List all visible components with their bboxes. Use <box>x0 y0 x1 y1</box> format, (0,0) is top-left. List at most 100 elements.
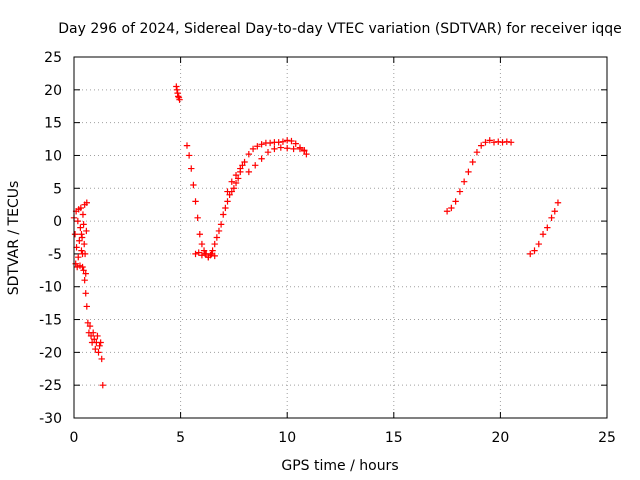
data-point <box>192 198 199 205</box>
y-tick-label: 15 <box>44 116 62 132</box>
data-point <box>215 227 223 235</box>
data-point <box>183 142 191 149</box>
data-point <box>284 145 291 152</box>
data-point <box>74 217 82 225</box>
data-point <box>98 355 105 363</box>
data-point <box>237 165 244 172</box>
data-point <box>209 247 216 254</box>
data-point <box>254 143 261 150</box>
data-point <box>77 224 84 231</box>
series-seg4 <box>183 142 246 261</box>
data-point <box>185 152 193 159</box>
series-seg6 <box>224 137 310 195</box>
data-point <box>535 240 542 248</box>
data-point <box>173 86 181 94</box>
y-axis-label: SDTVAR / TECUs <box>6 181 22 296</box>
data-point <box>264 148 272 156</box>
data-point <box>495 138 502 145</box>
data-point <box>87 332 95 340</box>
x-tick-label: 20 <box>491 430 509 446</box>
data-point <box>503 138 510 145</box>
series-seg8 <box>443 137 515 215</box>
data-point <box>94 332 101 340</box>
data-point <box>303 150 310 158</box>
data-point <box>443 208 451 215</box>
y-tick-label: 10 <box>44 148 62 164</box>
data-point <box>97 339 104 346</box>
x-tick-label: 25 <box>598 430 616 446</box>
data-point <box>245 150 253 158</box>
data-point <box>232 179 240 187</box>
y-tick-label: 5 <box>53 181 62 197</box>
data-point <box>211 240 218 248</box>
series-seg1 <box>70 199 90 277</box>
data-point <box>99 381 106 389</box>
data-point <box>284 137 291 144</box>
data-point <box>174 89 181 97</box>
data-point <box>277 144 285 151</box>
y-tick-label: 25 <box>44 50 62 66</box>
data-point <box>252 162 259 169</box>
data-point <box>551 208 558 215</box>
data-point <box>89 329 97 336</box>
data-point <box>275 139 282 146</box>
y-tick-label: -20 <box>39 345 62 361</box>
data-point <box>539 231 547 238</box>
data-point <box>175 93 182 100</box>
data-point <box>465 168 472 176</box>
y-tick-label: 20 <box>44 83 62 99</box>
data-point <box>192 250 199 258</box>
data-point <box>301 147 308 154</box>
data-point <box>86 322 94 330</box>
data-point <box>460 178 468 185</box>
data-point <box>84 319 92 327</box>
data-point <box>198 252 206 259</box>
data-point <box>482 139 489 146</box>
data-point <box>452 198 459 205</box>
series-seg5 <box>192 249 218 261</box>
data-point <box>211 252 218 260</box>
data-point <box>228 178 235 185</box>
data-point <box>213 234 221 241</box>
data-point <box>194 214 201 222</box>
series-seg2 <box>78 231 106 389</box>
data-point <box>220 211 227 218</box>
data-point <box>232 171 240 179</box>
data-point <box>76 237 83 244</box>
data-point <box>448 204 455 212</box>
data-point <box>79 211 87 218</box>
data-point <box>258 141 265 148</box>
data-point <box>77 204 85 212</box>
data-point <box>198 240 206 248</box>
y-tick-label: 0 <box>53 214 62 230</box>
data-point <box>176 96 183 103</box>
data-point <box>81 276 88 284</box>
data-point <box>478 142 485 149</box>
data-point <box>83 199 90 206</box>
y-tick-label: -15 <box>39 313 62 329</box>
data-point <box>239 162 246 169</box>
data-point <box>81 240 88 248</box>
data-point <box>190 181 197 189</box>
data-point <box>222 204 229 212</box>
data-point <box>531 247 538 254</box>
data-point <box>71 231 79 238</box>
data-point <box>234 175 242 182</box>
data-point <box>499 139 506 146</box>
data-point <box>82 270 89 277</box>
data-point <box>258 155 265 162</box>
data-point <box>290 145 297 153</box>
data-point <box>456 188 464 195</box>
data-point <box>507 139 515 146</box>
y-tick-label: -25 <box>39 378 62 394</box>
data-point <box>200 247 208 254</box>
data-point <box>83 227 90 235</box>
x-tick-label: 10 <box>278 430 296 446</box>
x-tick-label: 5 <box>176 430 185 446</box>
data-point <box>78 234 86 241</box>
data-point <box>92 345 99 353</box>
data-point <box>79 263 86 271</box>
data-point <box>230 185 238 192</box>
data-point <box>241 158 248 166</box>
data-point <box>78 247 85 254</box>
